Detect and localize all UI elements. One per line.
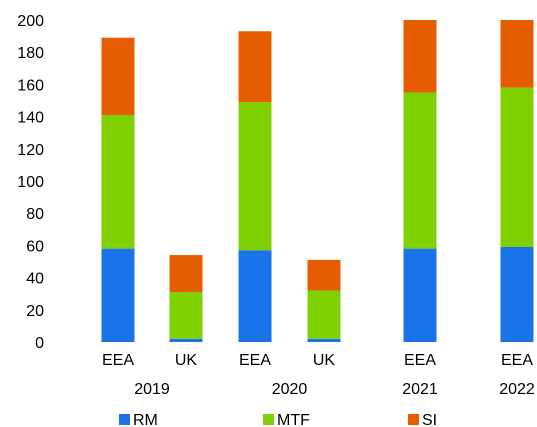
x-group-label: 2019 (134, 381, 170, 398)
bar-mtf-5 (500, 87, 534, 248)
x-category-label: EEA (404, 352, 436, 369)
bar-rm-4 (403, 248, 437, 342)
bar-si-0 (101, 37, 135, 115)
y-tick-label: 180 (17, 45, 44, 62)
bar-si-4 (403, 20, 437, 93)
bar-rm-2 (238, 250, 272, 342)
y-tick-label: 100 (17, 174, 44, 191)
bar-mtf-1 (169, 292, 203, 339)
y-tick-label: 80 (26, 206, 44, 223)
x-group-label: 2022 (499, 381, 535, 398)
legend-swatch (119, 414, 130, 425)
x-category-label: EEA (501, 352, 533, 369)
bar-si-2 (238, 31, 272, 103)
legend-label: MTF (277, 412, 310, 427)
y-tick-label: 0 (35, 335, 44, 352)
y-tick-label: 120 (17, 142, 44, 159)
bar-rm-0 (101, 248, 135, 342)
x-category-label: EEA (102, 352, 134, 369)
x-category-label: EEA (239, 352, 271, 369)
bar-mtf-2 (238, 102, 272, 251)
legend-item-mtf: MTF (263, 412, 310, 427)
y-tick-label: 20 (26, 303, 44, 320)
bar-rm-3 (307, 338, 341, 342)
x-category-label: UK (175, 352, 198, 369)
y-tick-label: 40 (26, 271, 44, 288)
x-category-label: UK (313, 352, 336, 369)
legend-swatch (263, 414, 274, 425)
y-tick-label: 60 (26, 238, 44, 255)
legend-label: RM (133, 412, 158, 427)
legend-label: SI (422, 412, 437, 427)
bar-si-5 (500, 20, 534, 88)
y-axis: 0 20 40 60 80 100 120 140 160 180 200 (17, 13, 44, 352)
y-tick-label: 160 (17, 77, 44, 94)
bar-rm-5 (500, 247, 534, 342)
x-group-label: 2020 (272, 381, 308, 398)
bar-mtf-0 (101, 114, 135, 249)
bar-mtf-4 (403, 92, 437, 249)
y-tick-label: 200 (17, 13, 44, 30)
bar-rm-1 (169, 338, 203, 342)
bar-mtf-3 (307, 290, 341, 339)
legend-item-si: SI (408, 412, 437, 427)
legend-swatch (408, 414, 419, 425)
bar-si-3 (307, 259, 341, 291)
x-group-label: 2021 (402, 381, 438, 398)
y-tick-label: 140 (17, 110, 44, 127)
bars (101, 20, 534, 342)
legend-item-rm: RM (119, 412, 158, 427)
legend: RM MTF SI (119, 412, 437, 427)
bar-si-1 (169, 255, 203, 293)
